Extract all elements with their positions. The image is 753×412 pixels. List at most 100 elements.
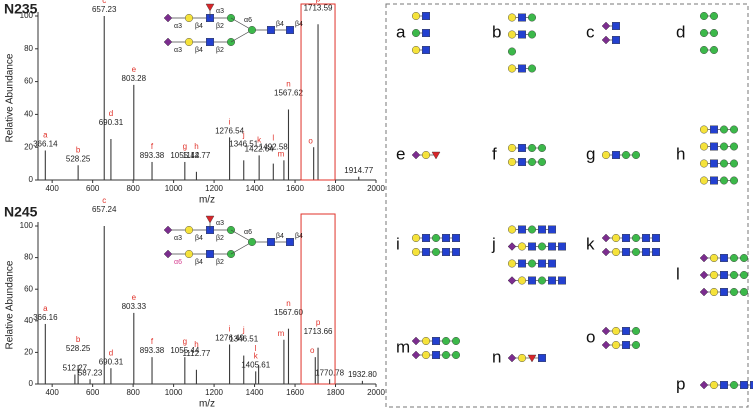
mannose bbox=[452, 337, 461, 346]
mannose bbox=[740, 253, 749, 262]
x-tick-label: 1600 bbox=[286, 388, 304, 397]
galactose bbox=[508, 225, 517, 234]
fucose bbox=[431, 151, 441, 160]
galactose bbox=[184, 225, 193, 234]
x-tick-label: 1000 bbox=[165, 184, 183, 193]
structure-letter: b bbox=[492, 22, 501, 41]
chart-title: N235 bbox=[4, 1, 38, 17]
glcnac bbox=[528, 276, 537, 285]
x-tick-label: 1200 bbox=[205, 388, 223, 397]
x-tick-label: 1400 bbox=[246, 388, 264, 397]
sialic-acid bbox=[411, 350, 421, 360]
structure-panel-frame bbox=[385, 3, 749, 408]
glcnac bbox=[548, 242, 557, 251]
glcnac bbox=[652, 233, 661, 242]
sialic-acid bbox=[601, 21, 611, 31]
peak-letter: a bbox=[43, 304, 48, 313]
peak-mz-label: 1112.77 bbox=[183, 151, 211, 160]
mannose bbox=[730, 271, 739, 280]
glcnac bbox=[720, 288, 729, 297]
x-tick-label: 400 bbox=[45, 184, 59, 193]
glcnac bbox=[518, 30, 527, 39]
peak-letter: i bbox=[229, 117, 231, 126]
y-axis-label: Relative Abundance bbox=[5, 53, 16, 142]
galactose bbox=[412, 247, 421, 256]
glcnac bbox=[518, 143, 527, 152]
linkage-label: β2 bbox=[216, 259, 224, 266]
peak-letter: l bbox=[272, 134, 274, 143]
peak-letter: d bbox=[109, 348, 113, 357]
x-axis-label: m/z bbox=[199, 399, 215, 410]
peak-mz-label: 1055.44 bbox=[170, 151, 199, 160]
mannose bbox=[412, 29, 421, 38]
sialic-acid bbox=[601, 247, 611, 257]
structure-letter: h bbox=[676, 144, 685, 163]
mannose bbox=[700, 11, 709, 20]
galactose bbox=[700, 176, 709, 185]
y-tick-label: 100 bbox=[20, 221, 34, 230]
glcnac bbox=[422, 46, 431, 55]
glcnac bbox=[558, 276, 567, 285]
mannose bbox=[740, 271, 749, 280]
glcnac bbox=[622, 327, 631, 336]
glcnac bbox=[267, 237, 276, 246]
structure-letter: f bbox=[492, 144, 497, 163]
peak-letter: h bbox=[194, 142, 198, 151]
structure-letter: i bbox=[396, 234, 400, 253]
mannose bbox=[538, 276, 547, 285]
mannose bbox=[710, 11, 719, 20]
glycan-bond bbox=[230, 17, 253, 31]
glcnac bbox=[432, 351, 441, 360]
glcnac bbox=[720, 271, 729, 280]
mannose bbox=[622, 150, 631, 159]
glcnac bbox=[538, 225, 547, 234]
galactose bbox=[612, 233, 621, 242]
peak-mz-label: 1932.80 bbox=[348, 370, 377, 379]
glcnac bbox=[422, 247, 431, 256]
linkage-label: α3 bbox=[174, 23, 182, 30]
y-axis-label: Relative Abundance bbox=[5, 260, 16, 349]
peak-mz-label: 366.14 bbox=[33, 140, 58, 149]
linkage-label: α3 bbox=[216, 220, 224, 227]
galactose bbox=[602, 150, 611, 159]
peak-letter: p bbox=[316, 318, 321, 327]
x-axis-label: m/z bbox=[199, 195, 215, 206]
galactose bbox=[710, 253, 719, 262]
peak-letter: a bbox=[43, 131, 48, 140]
glcnac bbox=[422, 11, 431, 20]
glcnac bbox=[710, 176, 719, 185]
mannose bbox=[700, 29, 709, 38]
peak-letter: g bbox=[183, 337, 187, 346]
glcnac bbox=[548, 276, 557, 285]
y-tick-label: 60 bbox=[24, 284, 33, 293]
linkage-label: β4 bbox=[276, 21, 284, 28]
mannose bbox=[538, 143, 547, 152]
highlight-box bbox=[300, 3, 336, 181]
sialic-acid bbox=[601, 35, 611, 45]
sialic-acid bbox=[699, 253, 709, 263]
peak-letter: o bbox=[308, 136, 313, 145]
mannose bbox=[730, 125, 739, 134]
linkage-label: α3 bbox=[174, 235, 182, 242]
peak-letter: e bbox=[132, 65, 137, 74]
mannose bbox=[528, 157, 537, 166]
structure-letter: l bbox=[676, 264, 680, 283]
peak-letter: f bbox=[151, 142, 154, 151]
mannose bbox=[720, 142, 729, 151]
linkage-label: β4 bbox=[195, 23, 203, 30]
peak-mz-label: 690.31 bbox=[99, 357, 124, 366]
y-tick-label: 80 bbox=[24, 253, 33, 262]
mannose bbox=[432, 233, 441, 242]
mannose bbox=[528, 259, 537, 268]
sialic-acid bbox=[699, 270, 709, 280]
mannose bbox=[632, 233, 641, 242]
glycan-bond bbox=[230, 241, 253, 255]
mannose bbox=[632, 341, 641, 350]
x-tick-label: 1800 bbox=[327, 184, 345, 193]
peak-letter: k bbox=[257, 136, 262, 145]
galactose bbox=[184, 13, 193, 22]
sialic-acid bbox=[507, 353, 517, 363]
galactose bbox=[508, 143, 517, 152]
highlight-box bbox=[300, 213, 336, 385]
